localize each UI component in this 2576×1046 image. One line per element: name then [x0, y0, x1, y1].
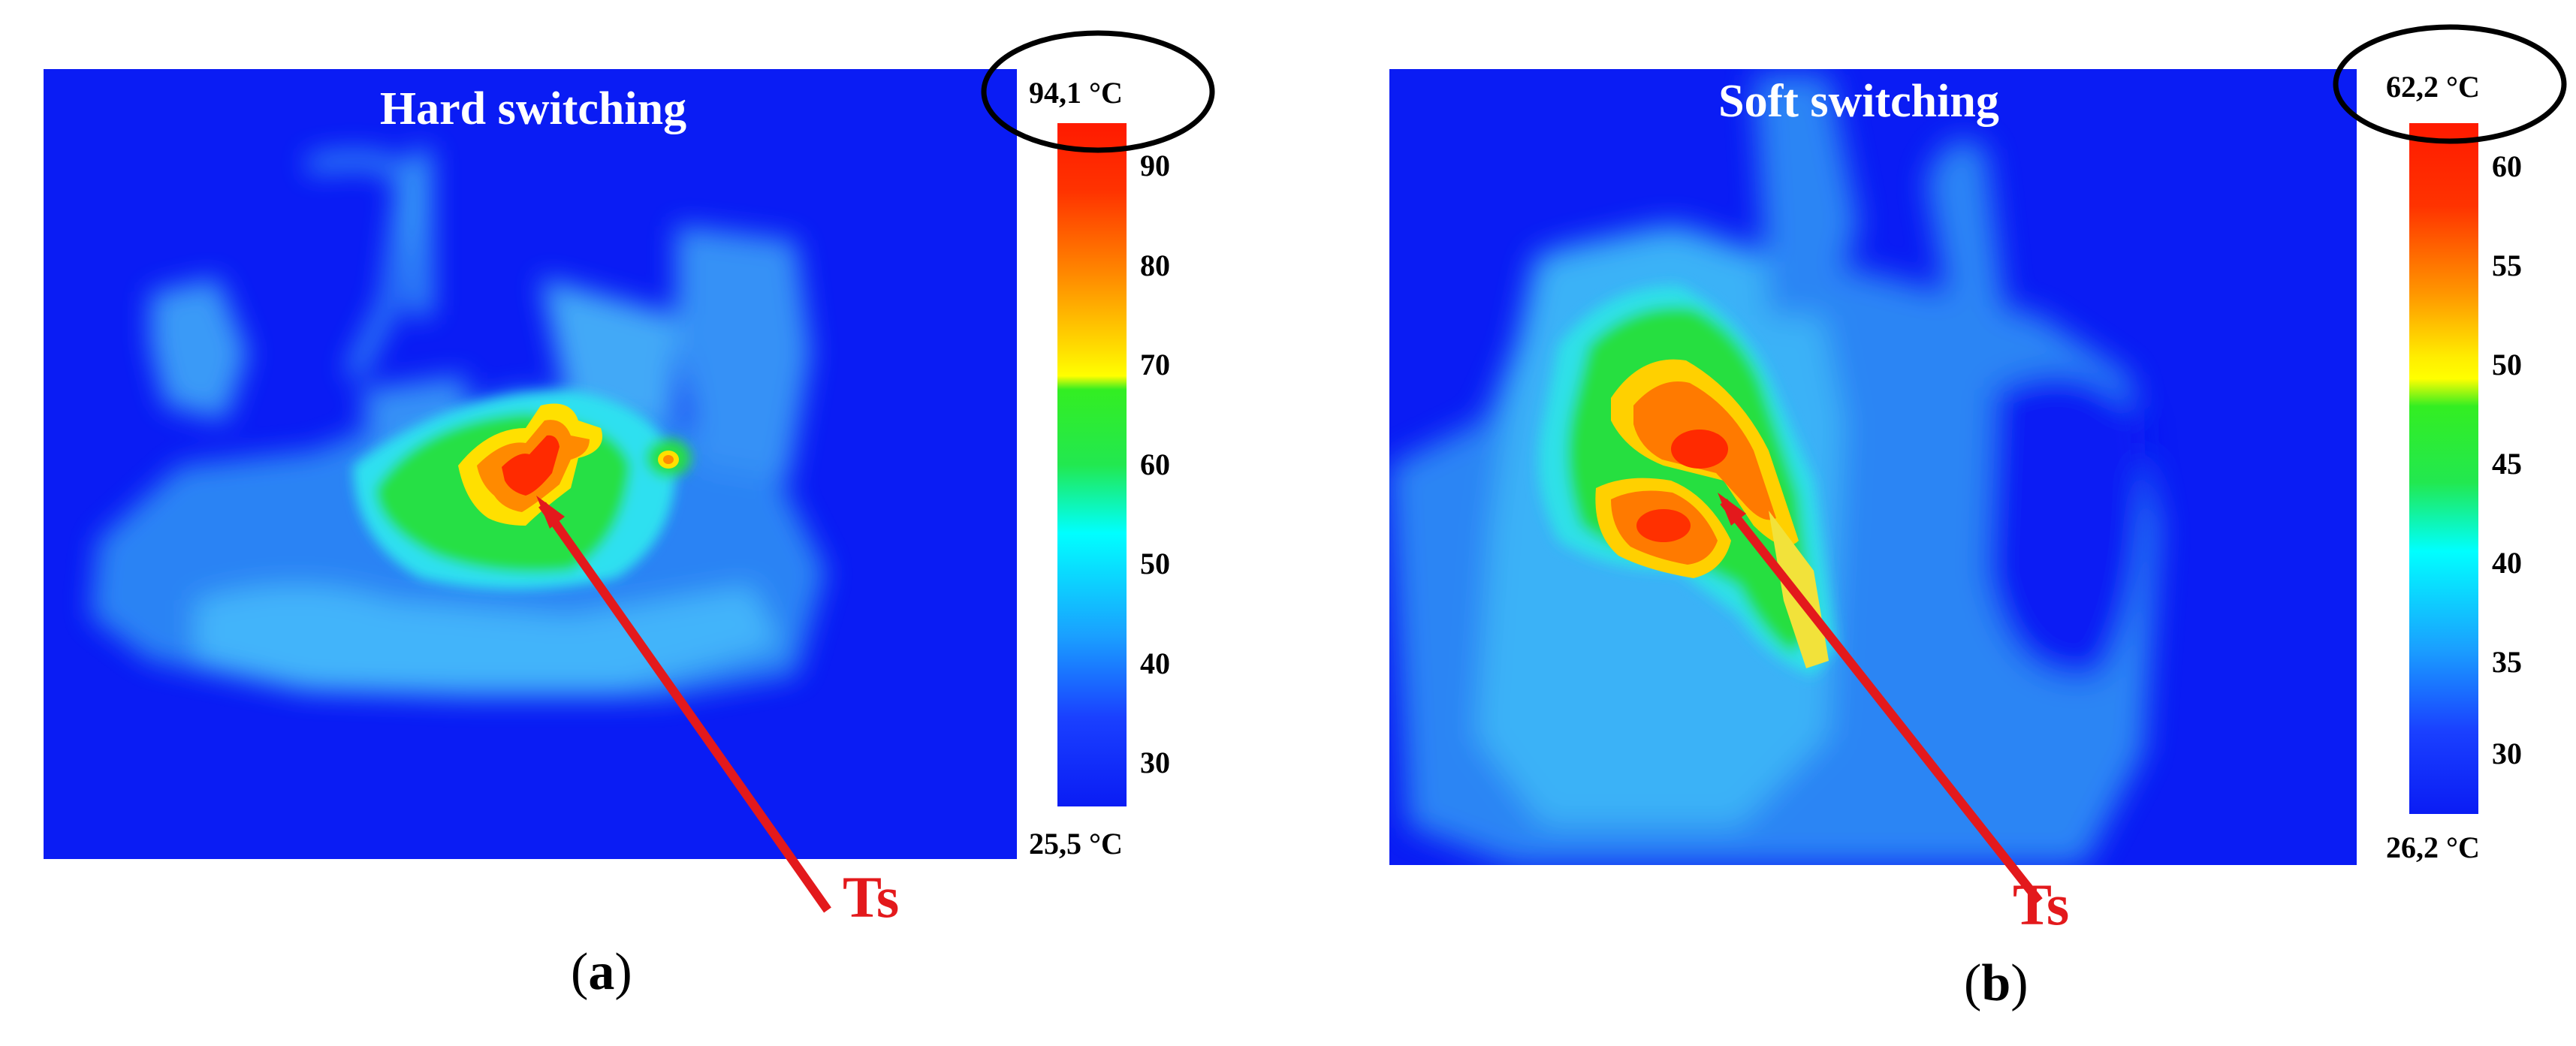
scale-tick-label: 30	[1140, 746, 1170, 779]
scale-tick-label: 60	[2492, 149, 2522, 183]
scale-tick-label: 35	[2492, 645, 2522, 679]
min-temperature-label: 25,5 °C	[1029, 827, 1123, 861]
scale-tick-label: 70	[1140, 348, 1170, 381]
scale-tick-label: 40	[2492, 546, 2522, 580]
ts-arrow	[1720, 499, 2043, 904]
panel-soft-switching: Soft switching 62,2 °C 26,2 °C 60 55 50 …	[1288, 0, 2576, 1046]
ts-arrowhead	[536, 496, 565, 529]
panel-hard-switching: Hard switching 94,1 °C 25,5 °C 90 80 70 …	[44, 30, 1215, 1001]
max-temp-highlight-circle	[981, 30, 1215, 153]
thermal-image-soft-switching	[1389, 24, 2567, 904]
scale-tick-label: 45	[2492, 447, 2522, 481]
ts-marker-label: Ts	[843, 864, 900, 930]
ts-arrowhead	[1718, 493, 1746, 526]
scale-tick-label: 80	[1140, 249, 1170, 282]
max-temperature-label: 94,1 °C	[1029, 76, 1123, 110]
panel-caption: (a)	[571, 943, 632, 1001]
max-temperature-label: 62,2 °C	[2386, 70, 2480, 104]
scale-tick-label: 55	[2492, 249, 2522, 282]
ts-marker-label: Ts	[2013, 872, 2070, 937]
scale-tick-label: 40	[1140, 647, 1170, 680]
ts-arrow	[538, 502, 831, 913]
caption-letter: a	[588, 943, 615, 1001]
panel-title: Hard switching	[379, 83, 687, 134]
color-scale-bar	[1057, 123, 1127, 806]
panel-title: Soft switching	[1718, 76, 1999, 127]
scale-tick-label: 30	[2492, 737, 2522, 770]
max-temp-highlight-circle	[2333, 24, 2567, 144]
scale-tick-label: 50	[1140, 547, 1170, 580]
caption-letter: b	[1981, 954, 2011, 1012]
color-scale-bar	[2409, 123, 2478, 814]
panel-caption: (b)	[1964, 954, 2029, 1012]
thermal-image-hard-switching	[44, 30, 1215, 913]
min-temperature-label: 26,2 °C	[2386, 830, 2480, 864]
scale-tick-label: 50	[2492, 348, 2522, 381]
scale-tick-label: 90	[1140, 149, 1170, 182]
scale-tick-label: 60	[1140, 448, 1170, 481]
